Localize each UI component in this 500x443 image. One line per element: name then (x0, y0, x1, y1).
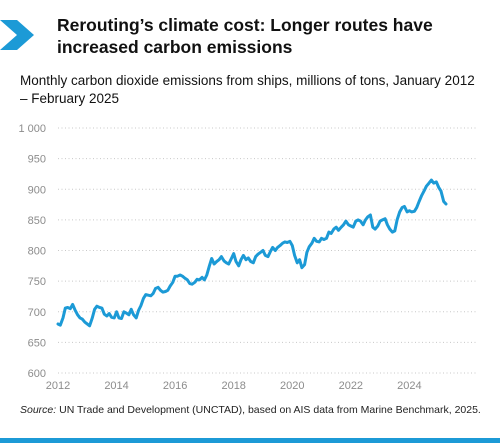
x-tick-label: 2024 (397, 380, 421, 392)
x-tick-label: 2014 (104, 380, 128, 392)
x-tick-label: 2022 (339, 380, 363, 392)
y-tick-label: 700 (28, 307, 46, 319)
y-tick-label: 750 (28, 276, 46, 288)
y-tick-label: 800 (28, 246, 46, 258)
series-line (56, 178, 448, 328)
grid-lines (58, 127, 478, 374)
y-tick-label: 850 (28, 215, 46, 227)
y-tick-label: 950 (28, 154, 46, 166)
y-axis-ticks: 600 650 700 750 800 850 900 950 1 000 (18, 123, 46, 380)
y-tick-label: 600 (28, 368, 46, 380)
y-tick-label: 900 (28, 184, 46, 196)
x-tick-label: 2020 (280, 380, 304, 392)
x-tick-label: 2016 (163, 380, 187, 392)
y-tick-label: 650 (28, 337, 46, 349)
x-tick-label: 2012 (46, 380, 70, 392)
chart-title: Rerouting’s climate cost: Longer routes … (57, 15, 433, 57)
y-tick-label: 1 000 (18, 123, 46, 135)
x-axis-ticks: 2012 2014 2016 2018 2020 2022 2024 (46, 380, 422, 392)
chevron-logo-icon (0, 20, 34, 50)
source-label: Source: (20, 404, 57, 416)
series-group (56, 178, 448, 328)
chart-subtitle: Monthly carbon dioxide emissions from sh… (20, 73, 475, 106)
x-tick-label: 2018 (221, 380, 245, 392)
source-note: Source: UN Trade and Development (UNCTAD… (20, 404, 490, 416)
bottom-accent-bar (0, 438, 500, 443)
source-text: UN Trade and Development (UNCTAD), based… (56, 404, 481, 416)
